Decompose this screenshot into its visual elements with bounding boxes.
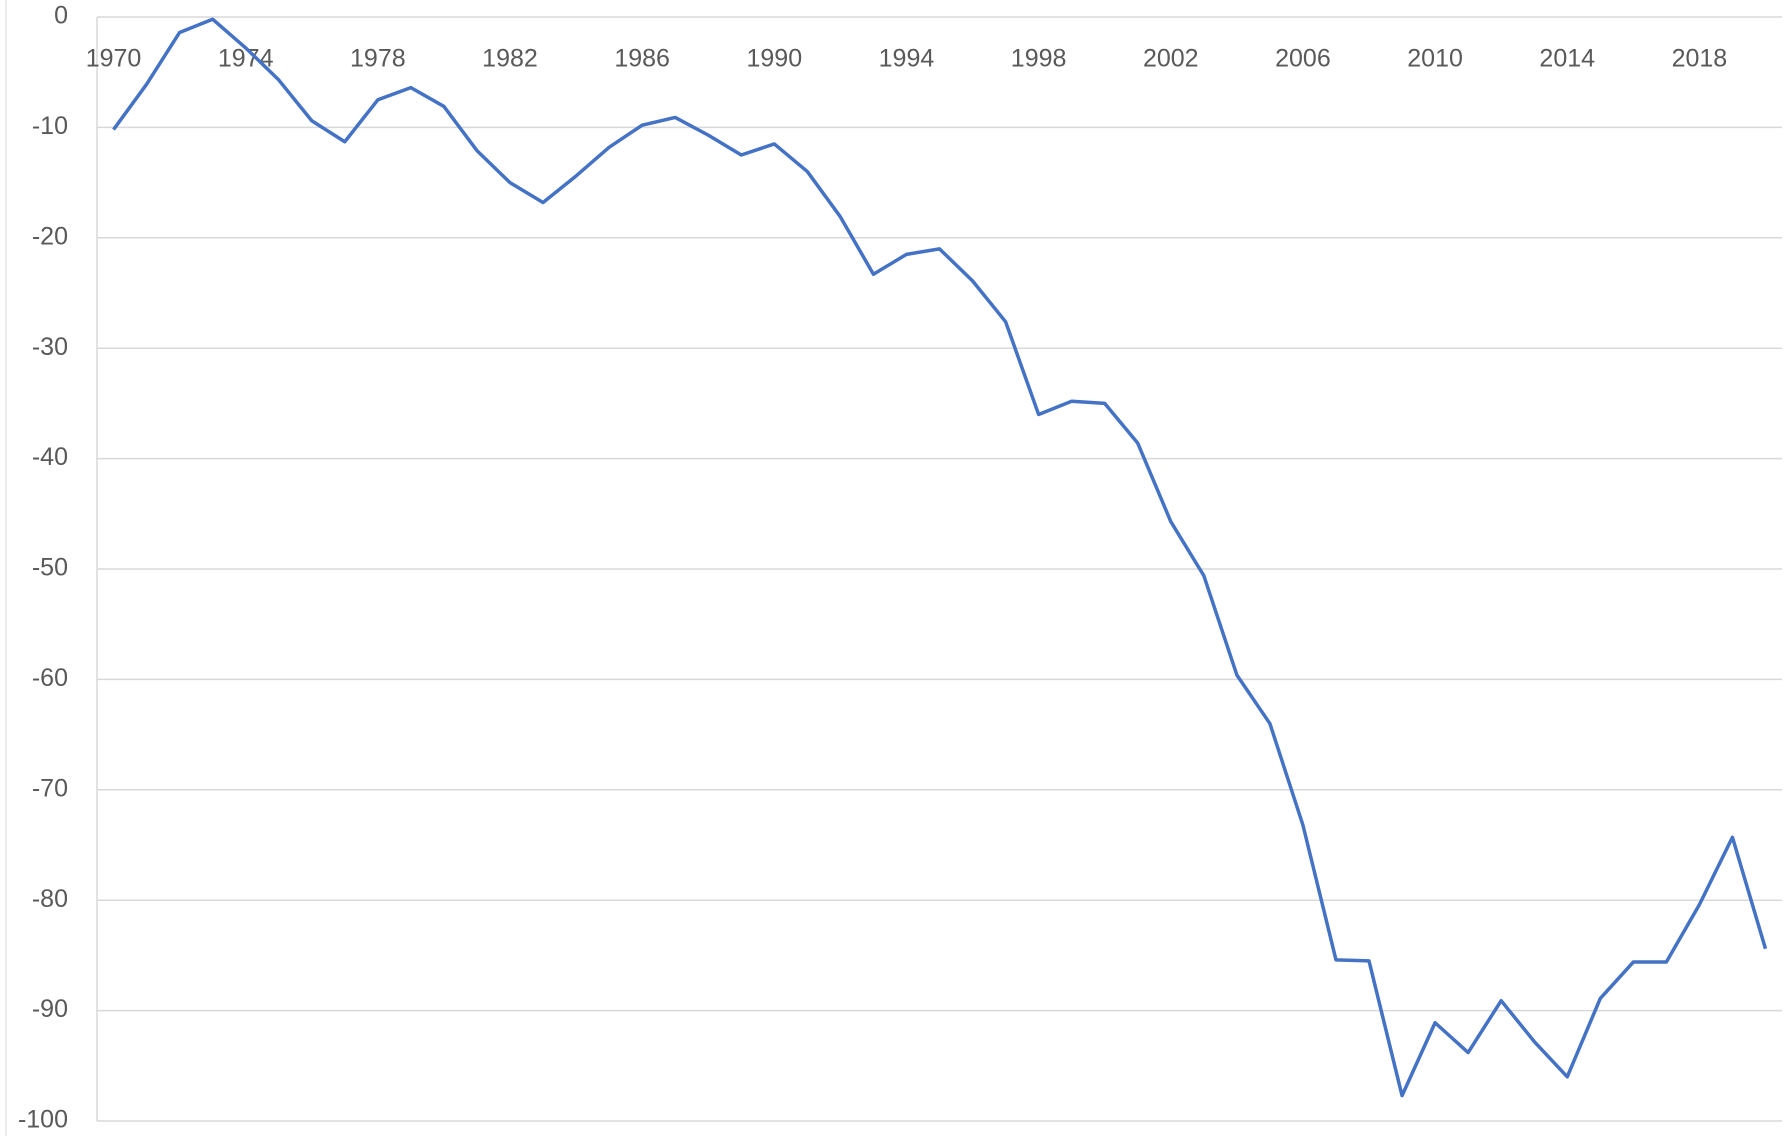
y-tick-label: 0 — [54, 2, 68, 30]
x-tick-label: 1986 — [614, 45, 670, 73]
x-tick-label: 2002 — [1143, 45, 1199, 73]
x-tick-label: 1990 — [746, 45, 802, 73]
x-tick-label: 1998 — [1011, 45, 1067, 73]
y-tick-label: -30 — [32, 333, 68, 361]
y-tick-label: -80 — [32, 885, 68, 913]
x-tick-label: 2010 — [1407, 45, 1463, 73]
x-tick-label: 2018 — [1672, 45, 1728, 73]
x-tick-label: 1994 — [879, 45, 935, 73]
y-tick-label: -10 — [32, 112, 68, 140]
x-tick-label: 1982 — [482, 45, 538, 73]
data-line — [112, 17, 1768, 1098]
y-tick-label: -40 — [32, 443, 68, 471]
x-tick-label: 2006 — [1275, 45, 1331, 73]
y-tick-label: -20 — [32, 222, 68, 250]
y-tick-label: -100 — [18, 1106, 68, 1134]
y-tick-label: -50 — [32, 554, 68, 582]
y-tick-label: -60 — [32, 664, 68, 692]
y-tick-label: -70 — [32, 774, 68, 802]
x-tick-label: 1978 — [350, 45, 406, 73]
x-tick-label: 1970 — [86, 45, 142, 73]
y-tick-label: -90 — [32, 995, 68, 1023]
x-tick-label: 2014 — [1539, 45, 1595, 73]
